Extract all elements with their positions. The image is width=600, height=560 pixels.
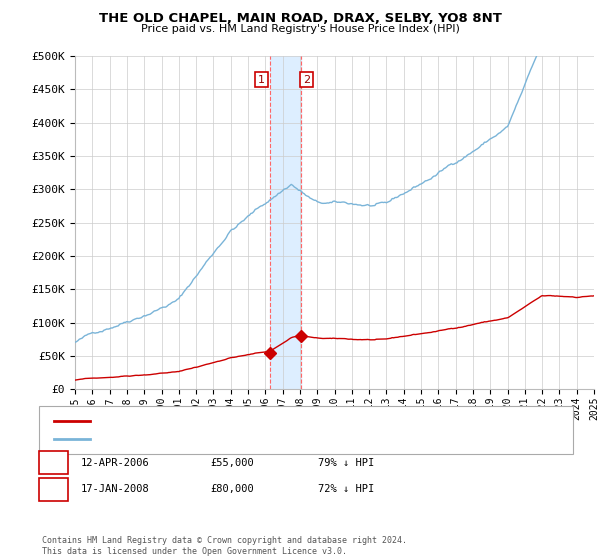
Text: 2: 2 [303, 74, 310, 85]
Text: 72% ↓ HPI: 72% ↓ HPI [318, 484, 374, 494]
Text: 2: 2 [50, 484, 57, 494]
Text: THE OLD CHAPEL, MAIN ROAD, DRAX, SELBY, YO8 8NT (detached house): THE OLD CHAPEL, MAIN ROAD, DRAX, SELBY, … [96, 416, 472, 426]
Text: 1: 1 [50, 458, 57, 468]
Text: 79% ↓ HPI: 79% ↓ HPI [318, 458, 374, 468]
Text: Price paid vs. HM Land Registry's House Price Index (HPI): Price paid vs. HM Land Registry's House … [140, 24, 460, 34]
Text: 12-APR-2006: 12-APR-2006 [81, 458, 150, 468]
Text: £80,000: £80,000 [210, 484, 254, 494]
Bar [270, 56, 301, 389]
Text: 17-JAN-2008: 17-JAN-2008 [81, 484, 150, 494]
Text: HPI: Average price, detached house, North Yorkshire: HPI: Average price, detached house, Nort… [96, 434, 395, 444]
Text: Contains HM Land Registry data © Crown copyright and database right 2024.
This d: Contains HM Land Registry data © Crown c… [42, 536, 407, 556]
Text: £55,000: £55,000 [210, 458, 254, 468]
Text: 1: 1 [258, 74, 265, 85]
Text: THE OLD CHAPEL, MAIN ROAD, DRAX, SELBY, YO8 8NT: THE OLD CHAPEL, MAIN ROAD, DRAX, SELBY, … [98, 12, 502, 25]
